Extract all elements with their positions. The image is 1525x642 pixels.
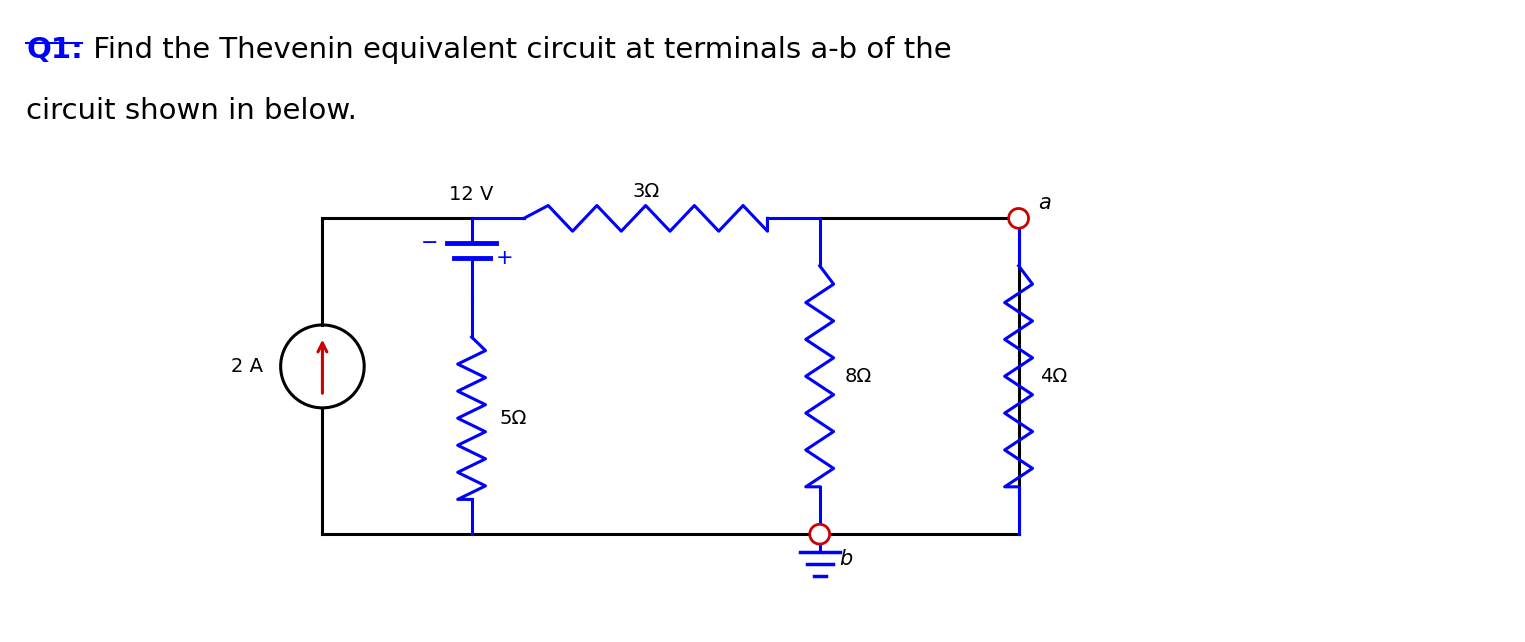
- Text: −: −: [421, 233, 439, 253]
- Text: 8Ω: 8Ω: [845, 367, 872, 386]
- Text: Q1:: Q1:: [26, 36, 82, 64]
- Text: Find the Thevenin equivalent circuit at terminals a-b of the: Find the Thevenin equivalent circuit at …: [84, 36, 952, 64]
- Text: 2 A: 2 A: [230, 357, 262, 376]
- Text: 5Ω: 5Ω: [500, 409, 526, 428]
- Text: a: a: [1039, 193, 1051, 213]
- Circle shape: [1008, 209, 1028, 228]
- Text: 3Ω: 3Ω: [631, 182, 659, 200]
- Circle shape: [810, 525, 830, 544]
- Text: b: b: [840, 549, 852, 569]
- Text: +: +: [496, 248, 512, 268]
- Text: 12 V: 12 V: [450, 184, 494, 204]
- Text: circuit shown in below.: circuit shown in below.: [26, 97, 357, 125]
- Text: 4Ω: 4Ω: [1040, 367, 1068, 386]
